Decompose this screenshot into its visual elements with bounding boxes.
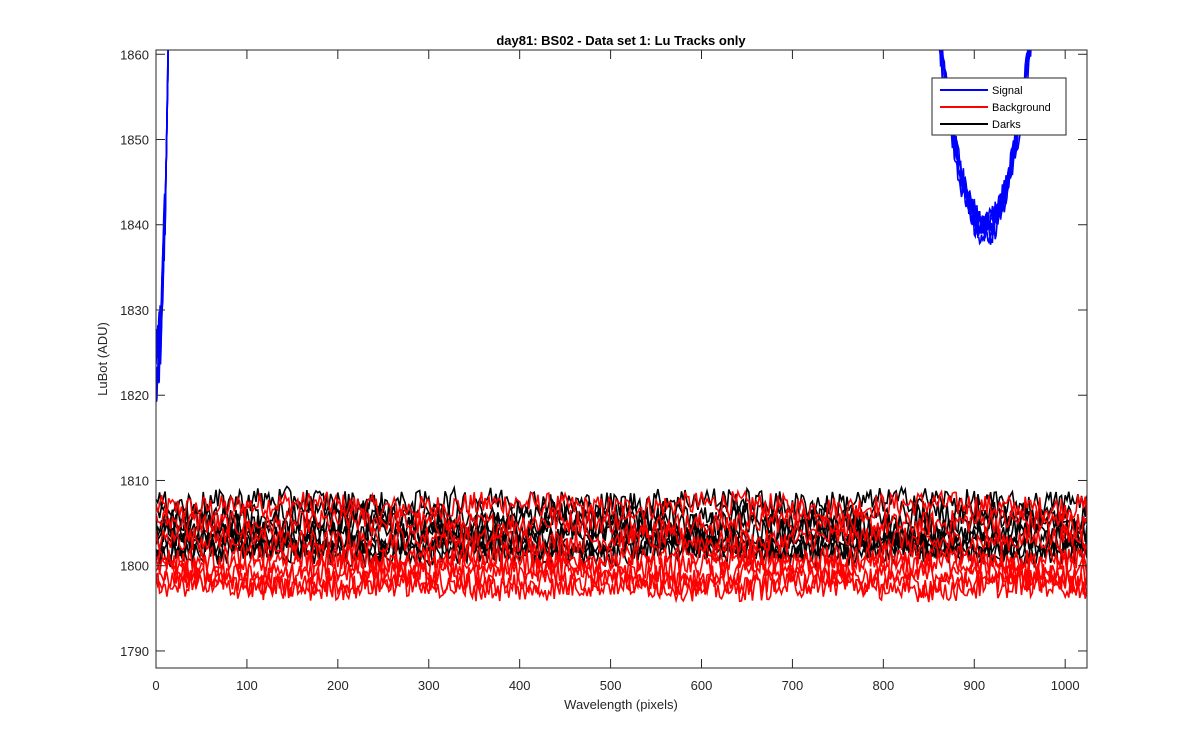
darks-trace-3 xyxy=(156,505,1087,541)
background-trace-8 xyxy=(156,571,1087,604)
signal-trace-left-4 xyxy=(156,50,170,360)
background-trace-6 xyxy=(156,556,1087,592)
x-tick-label: 200 xyxy=(327,678,349,693)
x-tick-label: 800 xyxy=(872,678,894,693)
axes-box xyxy=(155,49,1088,669)
legend-label-darks: Darks xyxy=(992,119,1021,131)
plot-area xyxy=(156,50,1087,604)
y-tick-label: 1860 xyxy=(120,47,149,62)
x-axis-label: Wavelength (pixels) xyxy=(564,697,678,712)
x-tick-label: 300 xyxy=(418,678,440,693)
x-tick-label: 100 xyxy=(236,678,258,693)
background-trace-4 xyxy=(156,540,1087,575)
background-series xyxy=(156,488,1087,604)
background-trace-7 xyxy=(156,566,1087,600)
y-axis: 1790 1800 1810 1820 1830 1840 1850 1860 xyxy=(120,47,1087,659)
x-tick-label: 700 xyxy=(782,678,804,693)
chart-title: day81: BS02 - Data set 1: Lu Tracks only xyxy=(496,33,746,48)
legend-label-signal: Signal xyxy=(992,85,1023,97)
y-tick-label: 1820 xyxy=(120,388,149,403)
background-trace-1 xyxy=(156,488,1087,524)
x-axis: 0 100 200 300 400 500 600 700 800 900 1000 xyxy=(152,50,1080,693)
y-tick-label: 1790 xyxy=(120,644,149,659)
y-tick-label: 1800 xyxy=(120,559,149,574)
darks-trace-1 xyxy=(156,484,1087,519)
background-trace-2 xyxy=(156,507,1087,540)
x-tick-label: 1000 xyxy=(1051,678,1080,693)
x-tick-label: 600 xyxy=(691,678,713,693)
signal-trace-left-6 xyxy=(156,50,169,349)
y-tick-label: 1850 xyxy=(120,133,149,148)
x-tick-label: 400 xyxy=(509,678,531,693)
x-tick-label: 0 xyxy=(152,678,159,693)
y-tick-label: 1840 xyxy=(120,218,149,233)
x-tick-label: 500 xyxy=(600,678,622,693)
signal-series xyxy=(156,50,1032,402)
background-trace-3 xyxy=(156,522,1087,557)
x-tick-label: 900 xyxy=(963,678,985,693)
legend[interactable]: Signal Background Darks xyxy=(931,77,1067,136)
legend-label-background: Background xyxy=(992,102,1051,114)
y-tick-label: 1810 xyxy=(120,473,149,488)
y-tick-label: 1830 xyxy=(120,303,149,318)
y-axis-label: LuBot (ADU) xyxy=(95,322,110,396)
